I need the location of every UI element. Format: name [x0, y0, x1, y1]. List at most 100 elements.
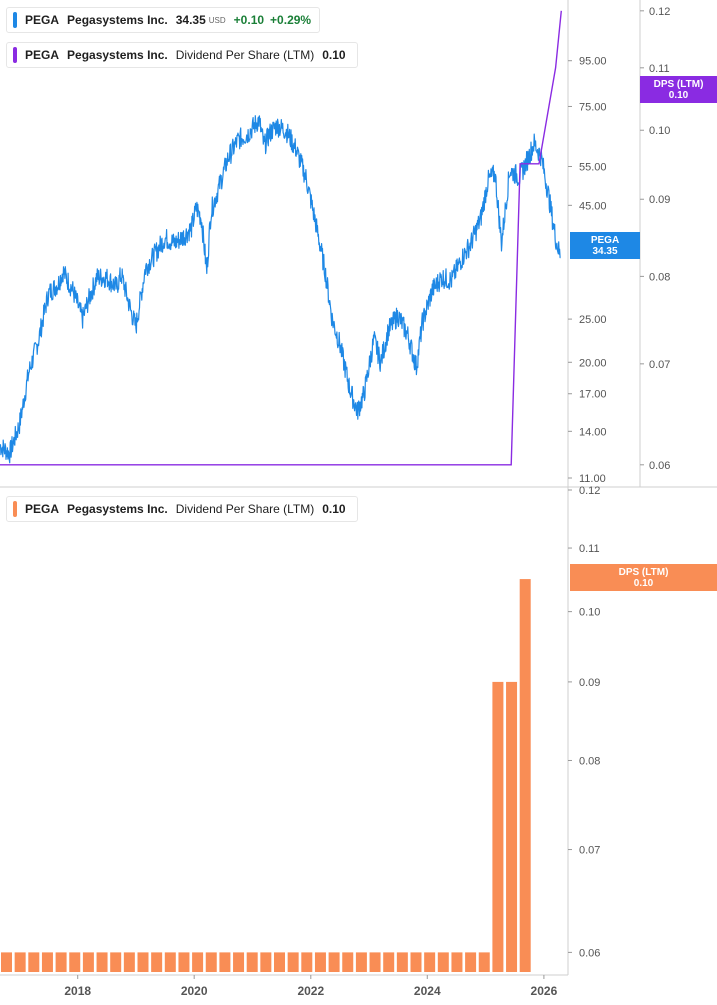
x-axis-year-label: 2026 — [531, 984, 558, 998]
dividend-bar[interactable] — [465, 952, 477, 972]
price-legend-ticker: PEGA — [25, 13, 60, 27]
dividend-bar[interactable] — [260, 952, 272, 972]
dps-legend-bottom-ticker: PEGA — [25, 502, 60, 516]
dividend-bar[interactable] — [383, 952, 395, 972]
dividend-bar[interactable] — [410, 952, 422, 972]
dividend-bar[interactable] — [14, 952, 26, 972]
dividend-bar[interactable] — [55, 952, 67, 972]
dividend-bar[interactable] — [369, 952, 381, 972]
dividend-bar[interactable] — [123, 952, 135, 972]
price-legend[interactable]: PEGA Pegasystems Inc. 34.35 USD +0.10 +0… — [6, 7, 321, 33]
dps-legend-bottom-name: Pegasystems Inc. — [67, 502, 168, 516]
bar-axis-label: 0.06 — [579, 947, 600, 959]
price-axis-label: 75.00 — [579, 101, 607, 113]
dividend-bar[interactable] — [287, 952, 299, 972]
price-badge-label: PEGA — [590, 234, 620, 246]
dps-legend-top-value: 0.10 — [322, 48, 346, 62]
dividend-bar[interactable] — [506, 681, 518, 972]
x-axis-year-label: 2018 — [64, 984, 91, 998]
axes: 95.00 75.00 55.00 45.00 25.00 20.00 17.00 14.00… — [64, 6, 670, 998]
dividend-bar[interactable] — [205, 952, 217, 972]
dividend-bar[interactable] — [82, 952, 94, 972]
price-axis-label: 20.00 — [579, 357, 607, 369]
dividend-bar[interactable] — [151, 952, 163, 972]
dps-axis-label: 0.11 — [649, 63, 670, 75]
dividend-bar[interactable] — [137, 952, 149, 972]
price-axis-label: 45.00 — [579, 200, 607, 212]
price-axis-label: 14.00 — [579, 426, 607, 438]
dps-badge-bottom-value: 0.10 — [633, 577, 654, 589]
dps-legend-top-metric: Dividend Per Share (LTM) — [175, 48, 315, 62]
bar-axis-label: 0.10 — [579, 607, 600, 619]
price-panel[interactable] — [0, 10, 562, 466]
dps-badge-bottom-label: DPS (LTM) — [618, 566, 669, 578]
price-series-swatch — [13, 12, 17, 28]
x-axis-year-label: 2024 — [414, 984, 441, 998]
dividend-bar[interactable] — [328, 952, 340, 972]
bar-axis-label: 0.08 — [579, 755, 600, 767]
price-axis-label: 55.00 — [579, 161, 607, 173]
grid-lines — [0, 0, 717, 976]
dividend-bar[interactable] — [69, 952, 81, 972]
dividend-bar[interactable] — [274, 952, 285, 972]
bar-axis-label: 0.09 — [579, 677, 600, 689]
dividend-bar[interactable] — [342, 952, 354, 972]
dividend-bar[interactable] — [178, 952, 190, 972]
dps-axis-label: 0.08 — [649, 271, 670, 283]
price-badge-value: 34.35 — [592, 245, 618, 257]
dps-series-swatch-bottom — [13, 501, 17, 517]
dividend-bar[interactable] — [192, 952, 204, 972]
x-axis-year-label: 2020 — [181, 984, 208, 998]
dps-line[interactable] — [0, 10, 562, 466]
dps-badge-top: DPS (LTM) 0.10 — [640, 76, 717, 103]
dps-legend-top-name: Pegasystems Inc. — [67, 48, 168, 62]
bar-axis-label: 0.11 — [579, 543, 600, 555]
dividend-bar[interactable] — [246, 952, 258, 972]
price-legend-value: 34.35 — [175, 13, 206, 27]
price-badge: PEGA 34.35 — [570, 232, 640, 259]
dividend-bar[interactable] — [519, 579, 531, 972]
dps-axis-label: 0.12 — [649, 6, 670, 18]
bar-axis-label: 0.12 — [579, 485, 600, 497]
price-axis-label: 11.00 — [579, 473, 606, 485]
dps-badge-top-label: DPS (LTM) — [653, 78, 704, 90]
dps-axis-label: 0.07 — [649, 359, 670, 371]
dividend-bar[interactable] — [355, 952, 367, 972]
dividend-bar[interactable] — [451, 952, 463, 972]
price-legend-change: +0.10 — [233, 13, 265, 27]
dividend-bar[interactable] — [1, 952, 12, 972]
dividend-bar[interactable] — [478, 952, 490, 972]
dividend-bar[interactable] — [314, 952, 326, 972]
dividend-bar[interactable] — [219, 952, 231, 972]
dps-axis-label: 0.06 — [649, 460, 670, 472]
dps-series-swatch-top — [13, 47, 17, 63]
price-axis-label: 25.00 — [579, 314, 607, 326]
dividend-bar[interactable] — [28, 952, 40, 972]
dps-legend-bottom[interactable]: PEGA Pegasystems Inc. Dividend Per Share… — [6, 496, 358, 522]
dps-legend-bottom-metric: Dividend Per Share (LTM) — [175, 502, 315, 516]
price-line[interactable] — [0, 115, 561, 464]
dps-legend-top-ticker: PEGA — [25, 48, 60, 62]
dps-legend-top[interactable]: PEGA Pegasystems Inc. Dividend Per Share… — [6, 42, 358, 68]
dps-legend-bottom-value: 0.10 — [322, 502, 346, 516]
dividend-bar[interactable] — [233, 952, 245, 972]
dividend-bar[interactable] — [164, 952, 176, 972]
dividend-bar[interactable] — [492, 681, 504, 972]
dividend-bar[interactable] — [41, 952, 53, 972]
dividend-bar[interactable] — [110, 952, 122, 972]
price-axis-label: 95.00 — [579, 56, 607, 68]
x-axis-year-label: 2022 — [297, 984, 324, 998]
dividend-bar[interactable] — [396, 952, 408, 972]
price-legend-name: Pegasystems Inc. — [67, 13, 168, 27]
dividend-bar[interactable] — [96, 952, 108, 972]
dps-badge-top-value: 0.10 — [668, 89, 689, 101]
dps-axis-label: 0.09 — [649, 194, 670, 206]
dividend-bar[interactable] — [424, 952, 436, 972]
price-legend-currency: USD — [208, 15, 226, 25]
dps-badge-bottom: DPS (LTM) 0.10 — [570, 564, 717, 591]
dividend-bar[interactable] — [301, 952, 313, 972]
dividend-bar[interactable] — [437, 952, 449, 972]
dividend-panel[interactable] — [1, 579, 531, 972]
price-axis-label: 17.00 — [579, 389, 607, 401]
